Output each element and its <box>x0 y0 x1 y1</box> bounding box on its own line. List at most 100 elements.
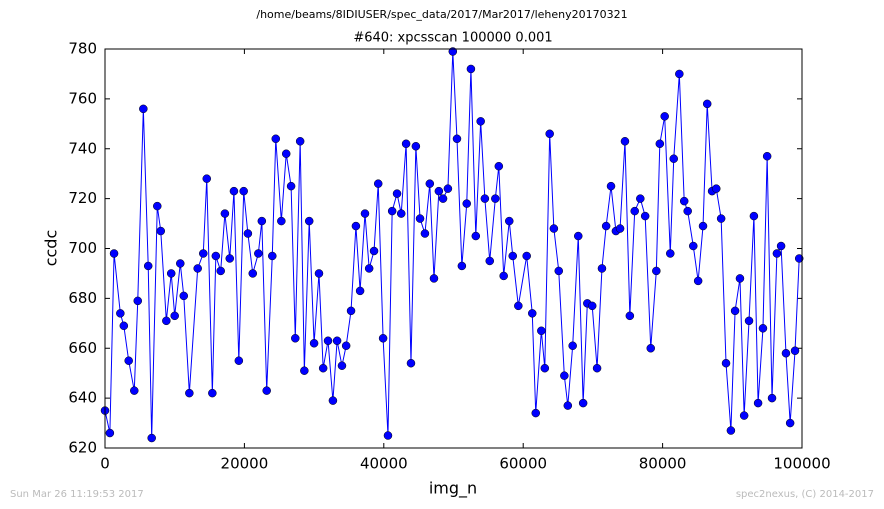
data-point <box>130 386 139 395</box>
data-point <box>185 388 194 398</box>
data-point <box>554 266 563 276</box>
data-point <box>443 184 453 193</box>
data-point <box>234 356 244 365</box>
data-point <box>193 264 202 273</box>
data-point <box>666 249 675 258</box>
data-point <box>597 264 607 273</box>
series-line <box>104 51 800 439</box>
data-point <box>179 291 189 301</box>
data-point <box>434 186 444 196</box>
y-tick-label: 760 <box>68 89 97 107</box>
data-point <box>531 408 540 418</box>
x-tick-label: 100000 <box>773 455 830 473</box>
data-point <box>211 251 221 261</box>
data-point <box>199 249 208 258</box>
data-point <box>578 398 588 408</box>
x-tick-label: 20000 <box>221 455 269 473</box>
data-point <box>587 301 597 311</box>
data-point <box>560 371 569 380</box>
data-point <box>220 209 230 218</box>
y-axis-label: ccdc <box>42 230 61 267</box>
data-point <box>208 388 217 398</box>
data-point <box>675 69 684 79</box>
data-point <box>606 181 616 191</box>
data-point <box>387 206 397 216</box>
data-point <box>563 401 573 410</box>
data-point <box>545 129 554 139</box>
footer-right: spec2nexus, (C) 2014-2017 <box>736 489 874 500</box>
data-point <box>153 201 162 211</box>
data-point <box>202 174 212 183</box>
data-point <box>689 241 698 251</box>
data-point <box>257 216 267 226</box>
data-point <box>162 316 171 326</box>
data-point <box>762 151 772 161</box>
data-point <box>730 306 740 316</box>
data-point <box>494 161 504 171</box>
data-point <box>318 363 328 373</box>
data-point <box>491 194 500 203</box>
data-point <box>139 104 148 114</box>
data-point <box>124 356 133 365</box>
data-point <box>693 276 703 286</box>
data-point <box>286 181 296 191</box>
data-point <box>281 149 291 158</box>
data-point <box>683 206 692 216</box>
data-point <box>646 344 656 353</box>
y-tick-label: 620 <box>68 439 97 457</box>
data-point <box>758 324 768 333</box>
data-point <box>721 358 731 368</box>
data-point <box>360 209 370 218</box>
data-point <box>364 264 374 273</box>
data-point <box>225 254 235 263</box>
data-point <box>785 418 795 428</box>
data-point <box>781 348 791 358</box>
data-point <box>369 246 379 256</box>
data-point <box>425 179 435 188</box>
data-point <box>716 214 726 223</box>
data-point <box>396 209 406 218</box>
data-point <box>346 306 356 316</box>
data-point <box>790 346 800 355</box>
data-point <box>304 216 314 226</box>
data-point <box>549 224 559 233</box>
data-point <box>625 311 635 321</box>
data-point <box>166 269 176 278</box>
data-point <box>351 221 361 231</box>
y-tick-label: 660 <box>68 339 97 357</box>
data-point <box>514 301 523 311</box>
data-point <box>277 216 286 226</box>
data-point <box>508 251 517 261</box>
data-point <box>254 249 263 258</box>
data-point <box>476 117 485 126</box>
y-tick-label: 680 <box>68 289 97 307</box>
data-point <box>332 336 342 346</box>
data-point <box>485 256 494 266</box>
data-point <box>522 251 531 261</box>
x-tick-label: 80000 <box>639 455 687 473</box>
data-point <box>143 261 153 271</box>
data-point <box>328 396 338 405</box>
plot-frame <box>104 48 803 449</box>
data-point <box>735 274 745 283</box>
data-point <box>415 214 425 223</box>
data-point <box>383 431 393 440</box>
data-point <box>355 286 365 296</box>
data-point <box>702 99 712 109</box>
data-point <box>300 366 309 375</box>
data-point <box>268 251 277 261</box>
data-point <box>243 229 253 238</box>
data-point <box>499 271 508 281</box>
data-point <box>652 266 661 276</box>
data-point <box>615 224 625 233</box>
data-point <box>452 134 462 144</box>
data-point <box>147 433 156 443</box>
data-point <box>248 269 258 278</box>
data-point <box>438 194 448 203</box>
data-point <box>411 142 421 151</box>
data-point <box>156 226 166 236</box>
data-point <box>712 184 721 193</box>
data-point <box>660 112 669 121</box>
